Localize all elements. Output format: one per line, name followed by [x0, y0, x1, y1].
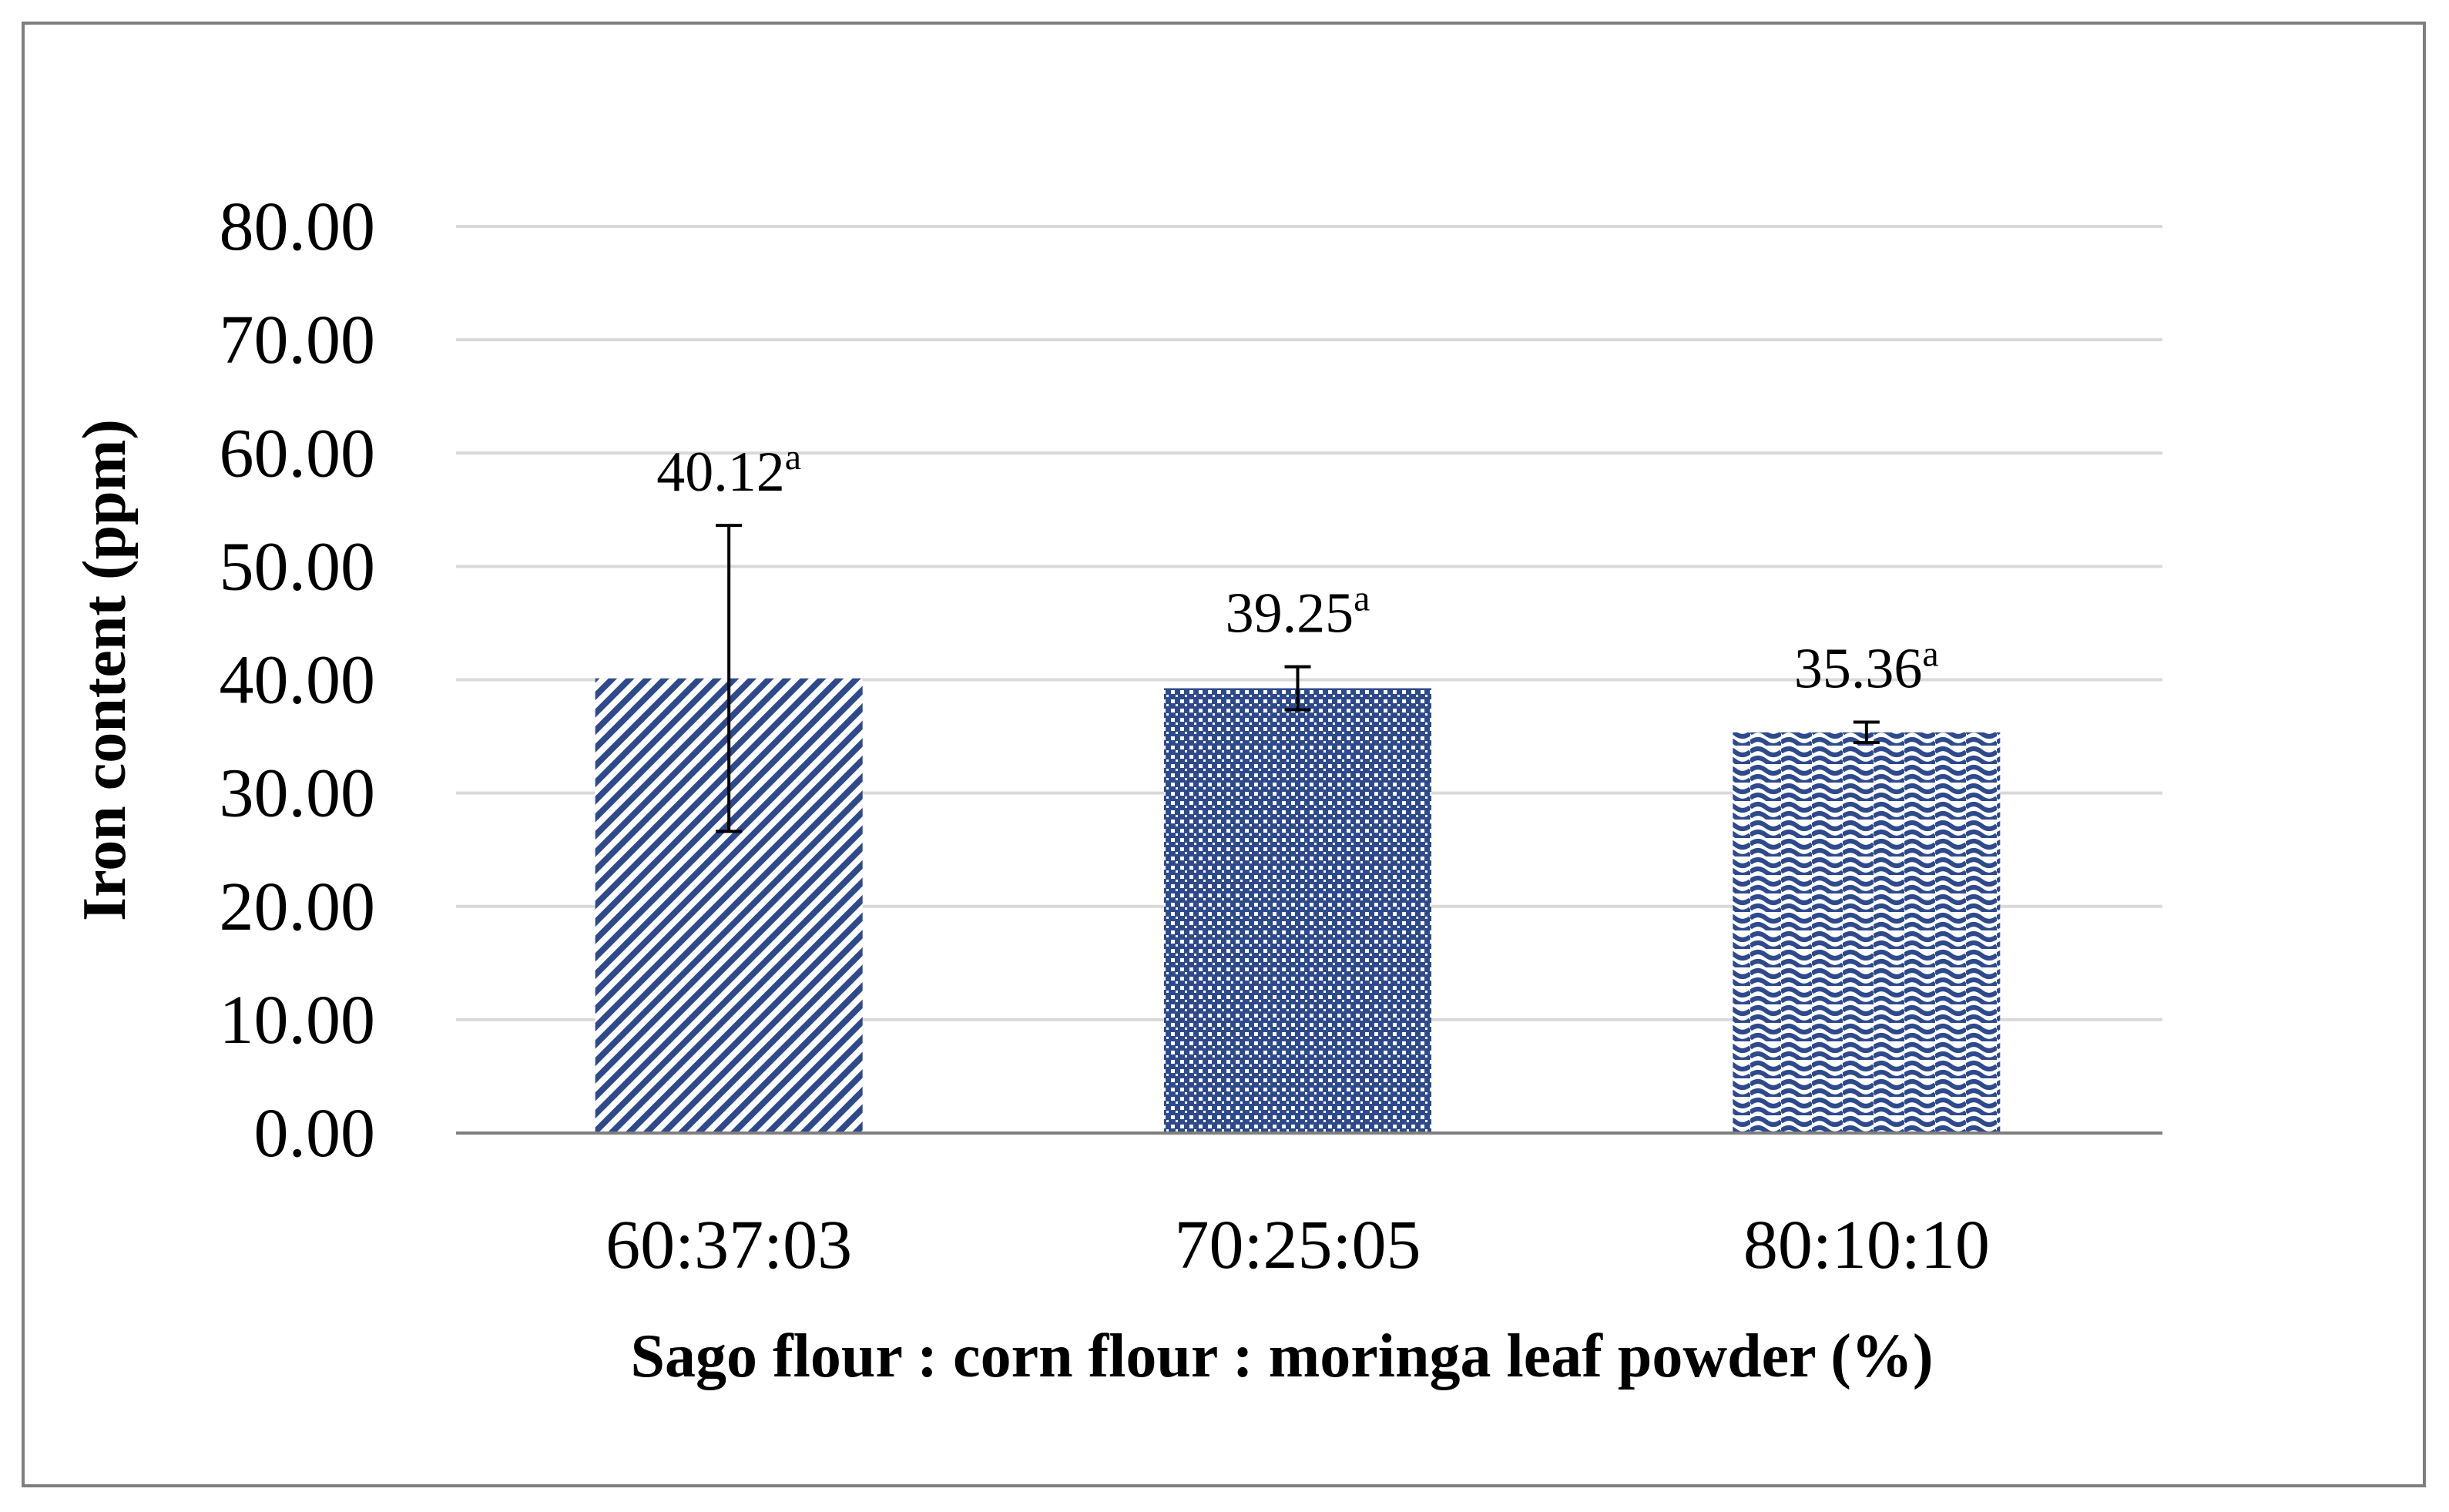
x-category-label: 80:10:10 — [1743, 1207, 1990, 1283]
x-axis-title: Sago flour : corn flour : moringa leaf p… — [631, 1323, 1934, 1390]
data-label-value: 39.25 — [1226, 582, 1354, 645]
bars — [595, 678, 2001, 1133]
x-axis-categories: 60:37:03 70:25:05 80:10:10 — [606, 1207, 1990, 1283]
data-label-significance: a — [785, 437, 801, 478]
data-label: 39.25a — [1226, 578, 1370, 645]
y-tick-label: 0.00 — [254, 1095, 376, 1172]
data-label-significance: a — [1922, 634, 1938, 675]
x-category-label: 60:37:03 — [606, 1207, 852, 1283]
error-bar — [1284, 665, 1311, 712]
data-label: 35.36a — [1794, 634, 1939, 701]
x-category-label: 70:25:05 — [1174, 1207, 1421, 1283]
y-tick-label: 70.00 — [220, 302, 376, 378]
y-tick-label: 10.00 — [220, 982, 376, 1058]
error-bar — [716, 524, 743, 833]
y-tick-label: 40.00 — [220, 642, 376, 719]
data-label: 40.12a — [656, 437, 801, 504]
bar-80-10-10 — [1733, 732, 2001, 1133]
error-bars — [716, 524, 1880, 833]
data-label-value: 40.12 — [656, 441, 785, 504]
y-tick-label: 80.00 — [220, 189, 376, 265]
chart-frame: 0.00 10.00 20.00 30.00 40.00 50.00 60.00 70.00 8… — [22, 22, 2426, 1487]
error-bar — [1853, 720, 1880, 745]
bar-70-25-05 — [1163, 688, 1432, 1133]
data-label-value: 35.36 — [1794, 638, 1923, 701]
y-tick-label: 20.00 — [220, 869, 376, 945]
y-tick-label: 50.00 — [220, 528, 376, 605]
y-tick-label: 30.00 — [220, 756, 376, 832]
y-tick-label: 60.00 — [220, 415, 376, 491]
bar-chart: 0.00 10.00 20.00 30.00 40.00 50.00 60.00 70.00 8… — [71, 189, 2162, 1390]
y-axis-ticks: 0.00 10.00 20.00 30.00 40.00 50.00 60.00 70.00 8… — [220, 189, 376, 1172]
y-axis-title: Iron content (ppm) — [71, 419, 139, 921]
data-label-significance: a — [1354, 578, 1370, 619]
